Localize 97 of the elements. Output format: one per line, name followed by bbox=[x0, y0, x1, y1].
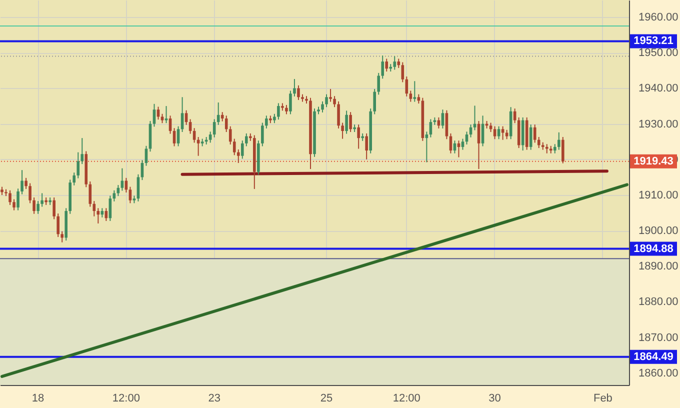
ref-line-label: 1864.49 bbox=[634, 350, 674, 363]
candlestick bbox=[228, 126, 232, 145]
candlestick bbox=[72, 172, 76, 186]
candlestick bbox=[321, 100, 324, 113]
candlestick bbox=[345, 110, 348, 134]
candlestick bbox=[505, 129, 508, 140]
candlestick bbox=[461, 138, 464, 150]
candlestick bbox=[341, 122, 344, 140]
y-tick-label: 1930.00 bbox=[638, 118, 678, 130]
y-tick-label: 1860.00 bbox=[638, 367, 678, 380]
candlestick bbox=[32, 196, 36, 214]
x-tick-label: 12:00 bbox=[112, 392, 140, 404]
candlestick bbox=[381, 55, 384, 80]
candlestick bbox=[164, 106, 168, 124]
candlestick bbox=[92, 200, 96, 217]
candlestick bbox=[76, 152, 80, 179]
y-tick-label: 1950.00 bbox=[638, 47, 678, 60]
candlestick bbox=[401, 62, 404, 83]
candlestick bbox=[20, 170, 24, 195]
y-tick-label: 1910.00 bbox=[638, 189, 678, 202]
candlestick bbox=[497, 126, 500, 140]
candlestick bbox=[261, 122, 264, 147]
candlestick bbox=[144, 145, 148, 166]
candlestick bbox=[184, 110, 188, 126]
candlestick bbox=[277, 102, 280, 120]
candlestick bbox=[152, 103, 156, 128]
candlestick bbox=[393, 56, 396, 70]
candlestick bbox=[273, 113, 276, 124]
y-tick-label: 1880.00 bbox=[638, 296, 678, 308]
candlestick bbox=[208, 131, 212, 144]
y-tick-label: 1900.00 bbox=[638, 225, 678, 238]
candlestick bbox=[405, 76, 408, 97]
candlestick bbox=[377, 72, 380, 96]
candlestick bbox=[397, 58, 400, 68]
candlestick bbox=[325, 94, 328, 108]
candlestick bbox=[192, 128, 196, 144]
candlestick bbox=[16, 188, 20, 211]
candlestick bbox=[413, 80, 416, 102]
candlestick bbox=[224, 115, 228, 133]
candlestick bbox=[36, 200, 40, 214]
candlestick bbox=[365, 132, 368, 160]
candlestick bbox=[136, 174, 140, 202]
y-tick-label: 1940.00 bbox=[638, 82, 678, 95]
candlestick bbox=[533, 124, 536, 144]
candlestick bbox=[56, 212, 60, 238]
candlestick bbox=[60, 230, 64, 243]
candlestick bbox=[329, 88, 332, 102]
candlestick bbox=[232, 138, 236, 156]
candlestick bbox=[385, 58, 388, 72]
ref-line-label: 1919.43 bbox=[634, 155, 674, 168]
y-tick-label: 1870.00 bbox=[638, 332, 678, 344]
candlestick bbox=[24, 177, 28, 190]
candlestick bbox=[333, 96, 336, 108]
candlestick bbox=[12, 198, 16, 211]
candlestick bbox=[40, 192, 44, 208]
candlestick bbox=[557, 132, 560, 150]
candlestick bbox=[80, 138, 84, 165]
candlestick bbox=[240, 140, 244, 160]
candlestick bbox=[537, 136, 540, 149]
candlestick bbox=[88, 180, 92, 208]
candlestick bbox=[297, 84, 300, 100]
candlestick bbox=[373, 88, 376, 115]
candlestick bbox=[28, 182, 32, 204]
candlestick bbox=[188, 118, 192, 134]
candlestick bbox=[176, 126, 180, 147]
candlestick bbox=[409, 90, 412, 102]
candlestick bbox=[561, 136, 564, 164]
y-tick-label: 1890.00 bbox=[638, 260, 678, 273]
candlestick bbox=[553, 144, 556, 154]
candlestick bbox=[236, 148, 240, 164]
candlestick bbox=[293, 78, 296, 97]
candlestick bbox=[265, 115, 268, 129]
x-tick-label: Feb bbox=[593, 392, 612, 404]
x-tick-label: 12:00 bbox=[392, 392, 420, 404]
candlestick bbox=[285, 104, 288, 115]
x-tick-label: 25 bbox=[320, 392, 333, 404]
candlestick bbox=[244, 132, 248, 147]
candlestick bbox=[493, 126, 496, 140]
candlestick bbox=[8, 190, 12, 206]
x-tick-label: 23 bbox=[208, 392, 220, 404]
y-tick-label: 1960.00 bbox=[638, 12, 678, 24]
ref-line-label: 1894.88 bbox=[634, 242, 674, 255]
candlestick bbox=[160, 113, 164, 124]
x-tick-label: 30 bbox=[488, 392, 501, 404]
x-tick-label: 18 bbox=[32, 392, 44, 404]
candlestick bbox=[289, 90, 292, 115]
candlestick bbox=[52, 196, 56, 220]
ref-line-label: 1953.21 bbox=[634, 35, 674, 48]
candlestick bbox=[220, 112, 224, 122]
candlestick bbox=[349, 112, 352, 133]
candlestick bbox=[112, 190, 116, 202]
candlestick bbox=[513, 108, 516, 124]
candlestick bbox=[337, 100, 340, 129]
candlestick bbox=[357, 124, 360, 150]
candlestick bbox=[545, 144, 548, 154]
candlestick bbox=[128, 186, 132, 204]
candlestick bbox=[445, 110, 448, 140]
